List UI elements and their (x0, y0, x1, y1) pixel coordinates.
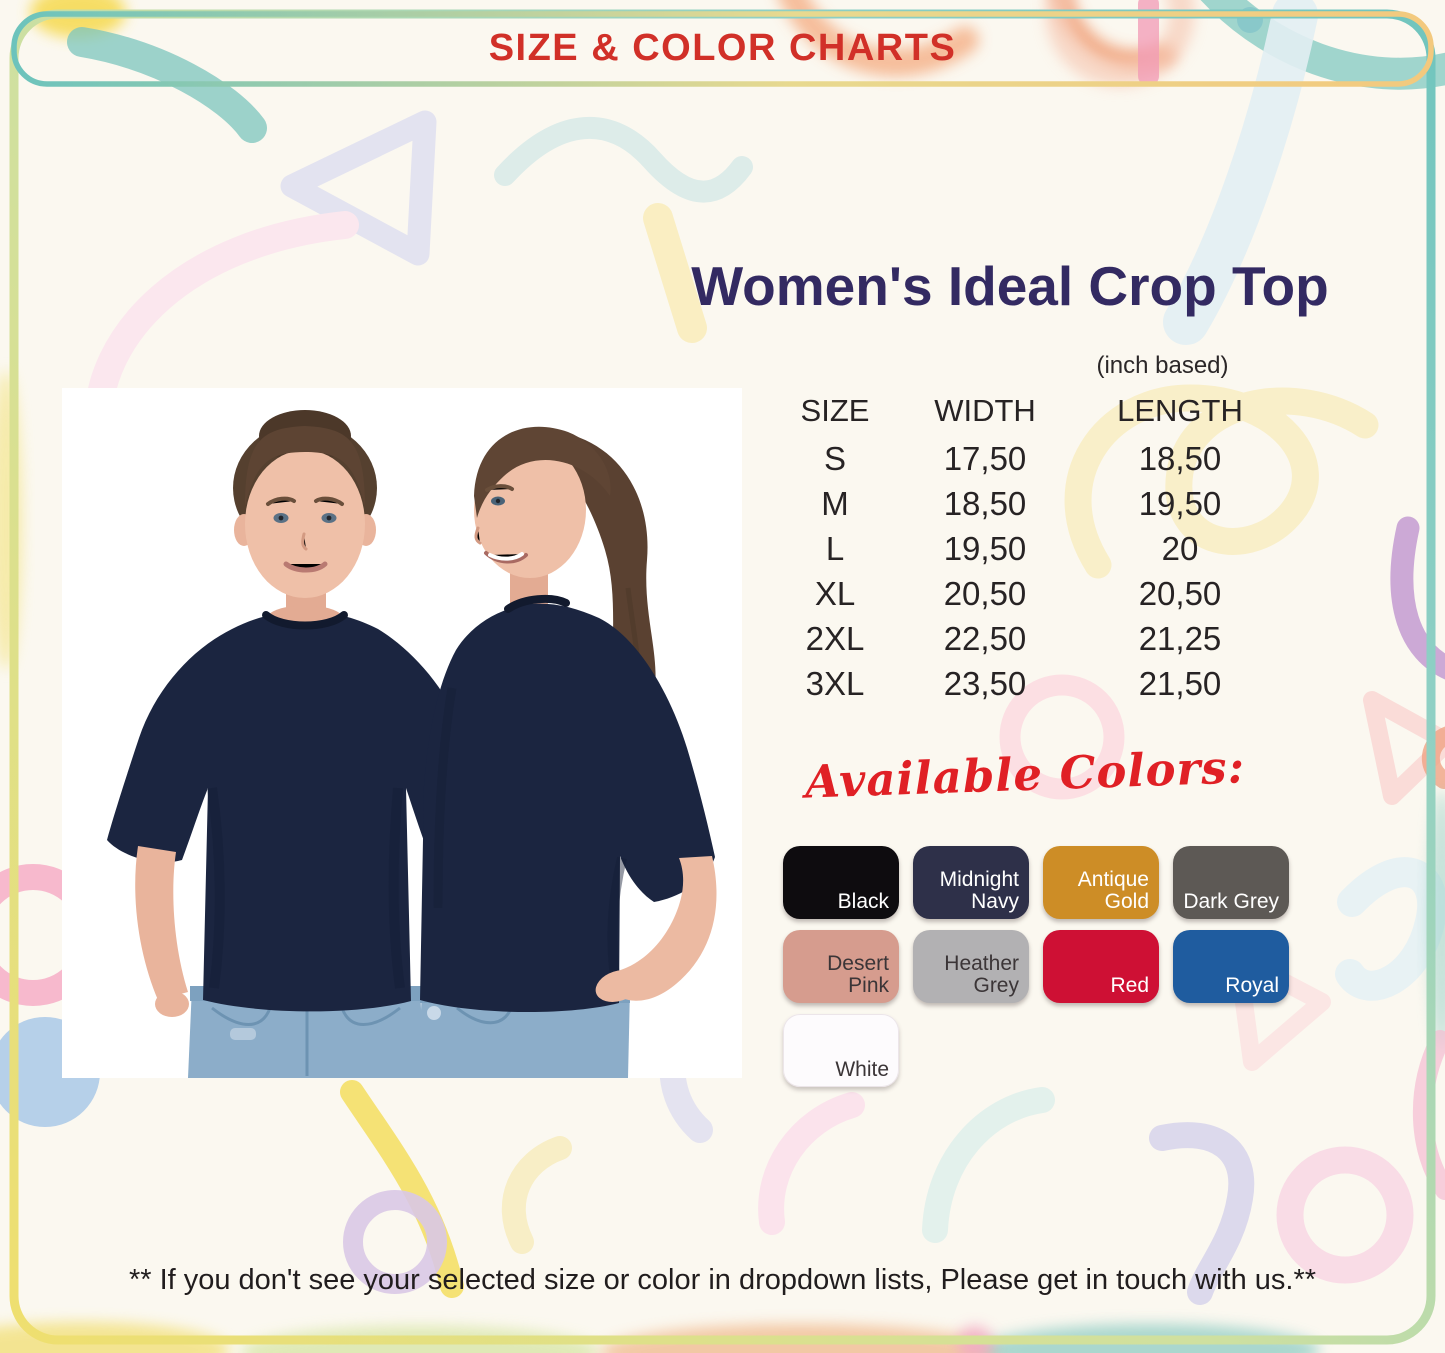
swatch-label: Royal (1225, 973, 1279, 997)
size-row-s: S 17,50 18,50 (770, 436, 1290, 481)
size-table-body: S 17,50 18,50 M 18,50 19,50 L 19,50 20 XL 20,50 20,… (770, 436, 1290, 706)
swatch-label: Midnight Navy (939, 867, 1019, 913)
column-header-size: SIZE (800, 393, 870, 428)
cell-size: 3XL (805, 664, 865, 702)
size-table-header: SIZE WIDTH LENGTH (770, 386, 1290, 436)
swatch-label: Red (1110, 973, 1149, 997)
cell-width: 20,50 (943, 574, 1027, 612)
swatch-label: Heather Grey (944, 951, 1019, 997)
swatch-label: Dark Grey (1183, 889, 1279, 913)
swatch-label: White (835, 1057, 889, 1081)
size-row-xl: XL 20,50 20,50 (770, 571, 1290, 616)
unit-note: (inch based) (1096, 352, 1229, 379)
crop-top-models-illustration (62, 388, 742, 1078)
color-swatch-desert-pink: Desert Pink (783, 930, 899, 1003)
column-header-length: LENGTH (1117, 393, 1243, 428)
product-photo (62, 388, 742, 1078)
cell-length: 21,50 (1138, 664, 1222, 702)
color-swatch-white: White (783, 1014, 899, 1087)
cell-length: 19,50 (1138, 484, 1222, 522)
cell-size: XL (814, 574, 856, 612)
cell-width: 19,50 (943, 529, 1027, 567)
cell-width: 22,50 (943, 619, 1027, 657)
size-row-2xl: 2XL 22,50 21,25 (770, 616, 1290, 661)
color-swatch-black: Black (783, 846, 899, 919)
page-title: SIZE & COLOR CHARTS (488, 26, 957, 69)
cell-length: 20 (1161, 529, 1199, 567)
swatch-label: Antique Gold (1077, 867, 1149, 913)
color-swatch-antique-gold: Antique Gold (1043, 846, 1159, 919)
size-row-m: M 18,50 19,50 (770, 481, 1290, 526)
cell-size: S (823, 439, 846, 477)
color-swatch-grid: Black Midnight Navy Antique Gold Dark Grey Des… (783, 846, 1307, 1087)
product-title: Women's Ideal Crop Top (691, 255, 1329, 317)
size-table: SIZE WIDTH LENGTH S 17,50 18,50 M 18,50 19,50… (770, 386, 1290, 706)
size-row-3xl: 3XL 23,50 21,50 (770, 661, 1290, 706)
header-banner: SIZE & COLOR CHARTS (0, 20, 1445, 76)
color-swatch-royal: Royal (1173, 930, 1289, 1003)
column-header-width: WIDTH (934, 393, 1036, 428)
color-swatch-heather-grey: Heather Grey (913, 930, 1029, 1003)
color-swatch-red: Red (1043, 930, 1159, 1003)
swatch-label: Black (837, 889, 889, 913)
cell-length: 20,50 (1138, 574, 1222, 612)
swatch-label: Desert Pink (827, 951, 889, 997)
color-swatch-dark-grey: Dark Grey (1173, 846, 1289, 919)
cell-length: 21,25 (1138, 619, 1222, 657)
footer-note: ** If you don't see your selected size o… (128, 1264, 1317, 1296)
size-row-l: L 19,50 20 (770, 526, 1290, 571)
cell-size: L (825, 529, 845, 567)
cell-size: 2XL (805, 619, 865, 657)
cell-width: 18,50 (943, 484, 1027, 522)
cell-width: 17,50 (943, 439, 1027, 477)
cell-length: 18,50 (1138, 439, 1222, 477)
cell-size: M (821, 484, 849, 522)
cell-width: 23,50 (943, 664, 1027, 702)
color-swatch-midnight-navy: Midnight Navy (913, 846, 1029, 919)
